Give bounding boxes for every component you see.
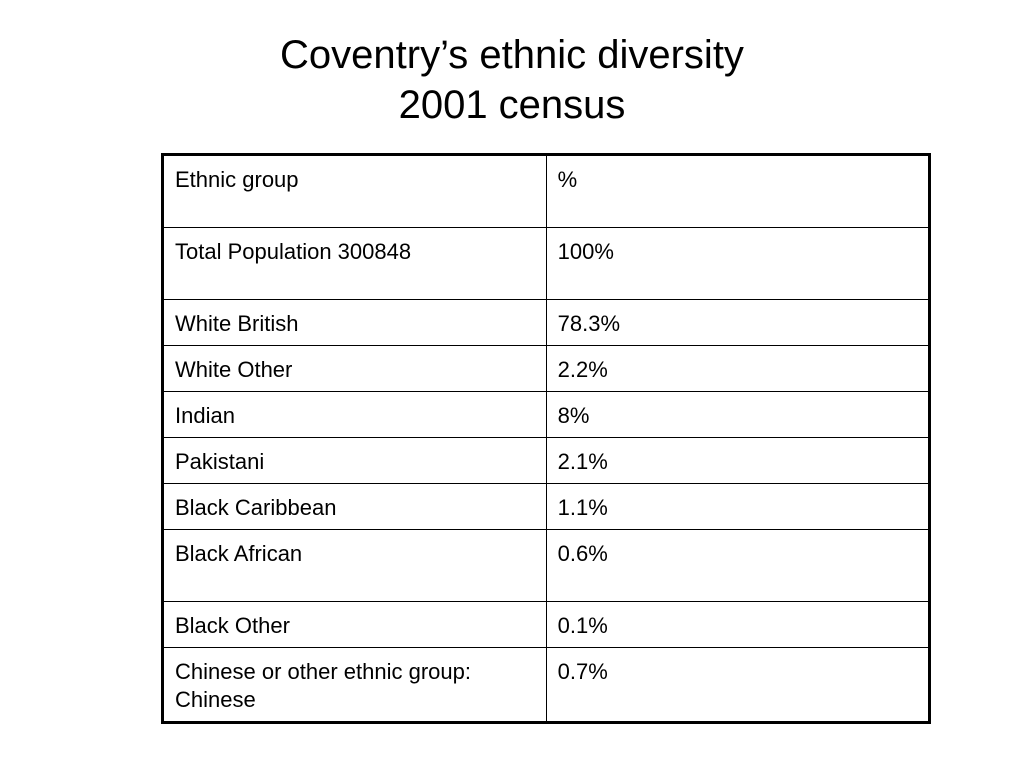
table-row: Black Other 0.1%	[162, 601, 931, 648]
table-row: Chinese or other ethnic group: Chinese 0…	[162, 647, 931, 723]
ethnic-group-cell: Pakistani	[162, 437, 547, 484]
slide-title: Coventry’s ethnic diversity 2001 census	[0, 30, 1024, 130]
ethnic-group-cell: White Other	[162, 345, 547, 392]
table-row: Indian 8%	[162, 391, 931, 438]
percent-cell: 2.2%	[545, 345, 931, 392]
percent-cell: 0.1%	[545, 601, 931, 648]
table-row: Total Population 300848 100%	[162, 227, 931, 300]
header-percent: %	[545, 154, 931, 228]
ethnic-group-cell: Total Population 300848	[162, 227, 547, 300]
ethnic-diversity-table: Ethnic group % Total Population 300848 1…	[161, 153, 931, 724]
ethnic-group-cell: White British	[162, 299, 547, 346]
table-row: Black African 0.6%	[162, 529, 931, 602]
table-row: Pakistani 2.1%	[162, 437, 931, 484]
table-row: Black Caribbean 1.1%	[162, 483, 931, 530]
percent-cell: 1.1%	[545, 483, 931, 530]
title-line-2: 2001 census	[398, 83, 626, 127]
table-row: White British 78.3%	[162, 299, 931, 346]
percent-cell: 8%	[545, 391, 931, 438]
title-line-1: Coventry’s ethnic diversity	[280, 33, 744, 77]
ethnic-group-cell: Indian	[162, 391, 547, 438]
table-row: White Other 2.2%	[162, 345, 931, 392]
percent-cell: 100%	[545, 227, 931, 300]
percent-cell: 0.6%	[545, 529, 931, 602]
ethnic-group-cell: Black African	[162, 529, 547, 602]
ethnic-group-cell: Black Caribbean	[162, 483, 547, 530]
percent-cell: 0.7%	[545, 647, 931, 723]
percent-cell: 2.1%	[545, 437, 931, 484]
table-header-row: Ethnic group %	[162, 154, 931, 228]
percent-cell: 78.3%	[545, 299, 931, 346]
ethnic-group-cell: Chinese or other ethnic group: Chinese	[162, 647, 547, 723]
ethnic-group-cell: Black Other	[162, 601, 547, 648]
header-ethnic-group: Ethnic group	[162, 154, 547, 228]
